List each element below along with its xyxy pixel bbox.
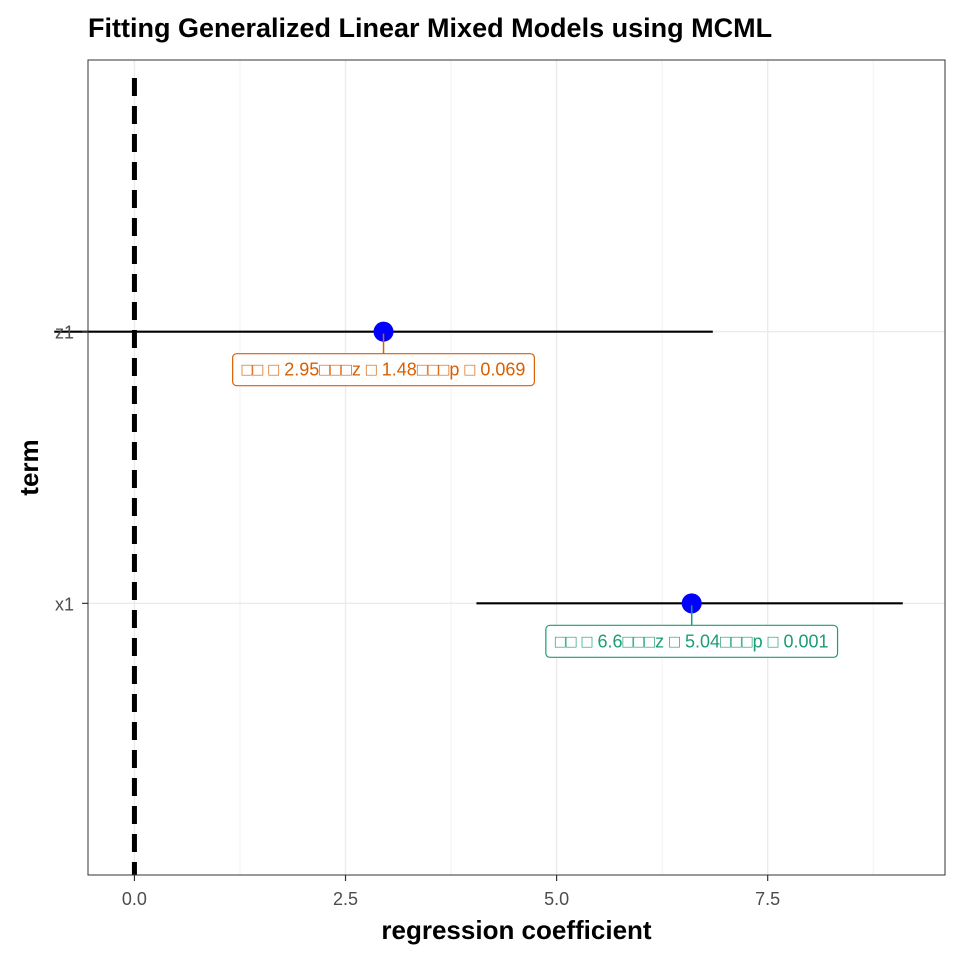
chart-title: Fitting Generalized Linear Mixed Models …: [88, 13, 772, 43]
estimate-points: [373, 321, 702, 614]
annotation-x1: □□ □ 6.6□□□z □ 5.04□□□p □ 0.001: [545, 605, 839, 658]
y-axis-title: term: [14, 439, 44, 495]
y-tick-label: x1: [55, 594, 74, 614]
x-axis-title: regression coefficient: [381, 915, 652, 945]
annotation-text-z1: □□ □ 2.95□□□z □ 1.48□□□p □ 0.069: [242, 360, 526, 380]
annotation-text-x1: □□ □ 6.6□□□z □ 5.04□□□p □ 0.001: [555, 631, 829, 651]
x-tick-label: 7.5: [755, 889, 780, 909]
grid: [88, 60, 945, 875]
x-axis: 0.0 2.5 5.0 7.5: [122, 875, 780, 909]
point-x1: [681, 593, 702, 614]
annotation-labels: □□ □ 2.95□□□z □ 1.48□□□p □ 0.069 □□ □ 6.6…: [232, 333, 839, 658]
y-tick-label: z1: [55, 323, 74, 343]
panel-border: [87, 59, 946, 876]
x-tick-label: 2.5: [333, 889, 358, 909]
y-axis: x1 z1: [55, 323, 88, 614]
x-tick-label: 0.0: [122, 889, 147, 909]
annotation-z1: □□ □ 2.95□□□z □ 1.48□□□p □ 0.069: [232, 333, 535, 387]
point-z1: [373, 321, 394, 342]
x-tick-label: 5.0: [544, 889, 569, 909]
